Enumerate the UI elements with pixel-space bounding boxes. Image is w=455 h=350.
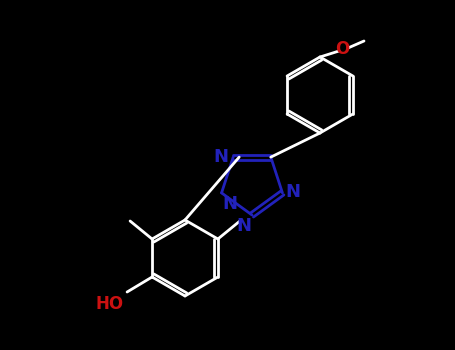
Text: HO: HO [96, 295, 124, 313]
Text: N: N [285, 183, 300, 201]
Text: N: N [236, 217, 251, 235]
Text: N: N [213, 148, 228, 166]
Text: N: N [222, 195, 238, 213]
Text: O: O [335, 40, 349, 58]
